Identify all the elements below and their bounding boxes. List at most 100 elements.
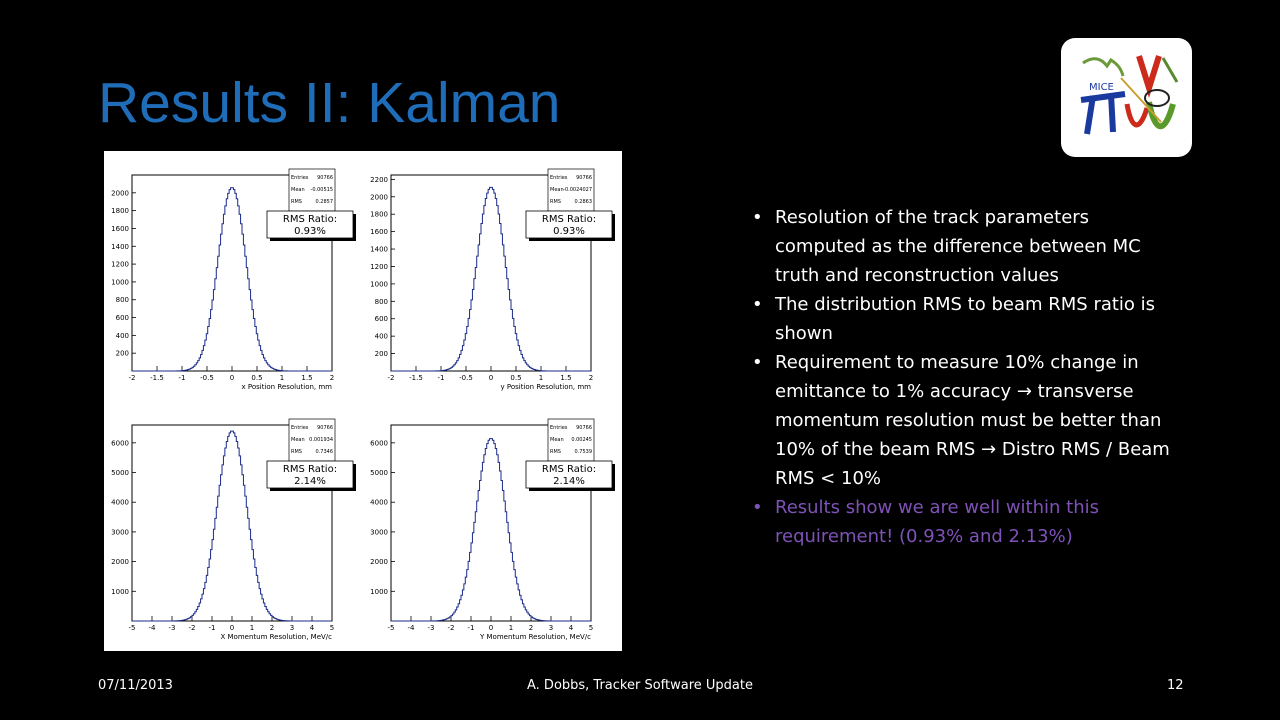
mice-logo-icon: MICE [1080,55,1179,135]
x-tick-label: -1.5 [150,374,164,382]
y-tick-label: 1200 [370,263,388,271]
y-tick-label: 2000 [370,193,388,201]
x-tick-label: -4 [149,624,157,632]
ratio-value: 0.93% [294,226,326,237]
y-tick-label: 5000 [111,469,129,477]
bullet-text: Results show we are well within this req… [775,497,1099,547]
footer-date: 07/11/2013 [98,678,173,693]
x-tick-label: -1 [468,624,475,632]
y-tick-label: 1000 [370,280,388,288]
y-tick-label: 1800 [370,211,388,219]
footer-title: A. Dobbs, Tracker Software Update [527,678,753,693]
x-tick-label: -1 [209,624,216,632]
x-tick-label: 4 [569,624,574,632]
x-axis-label: Y Momentum Resolution, MeV/c [479,633,591,641]
stats-label: Entries [550,175,568,181]
y-tick-label: 4000 [111,499,129,507]
bullet-dot-icon: • [752,207,763,228]
y-tick-label: 1000 [111,588,129,596]
bullet-item: • The distribution RMS to beam RMS ratio … [752,290,1172,348]
y-tick-label: 5000 [370,469,388,477]
x-tick-label: -2 [388,374,395,382]
x-tick-label: 4 [310,624,315,632]
x-tick-label: 0 [230,374,234,382]
stats-value: 90766 [317,425,333,431]
plot-x-momentum-svg: 1000 2000 3000 4000 5000 6000 -5 -4 -3 -2 -1 0 1 2 3 4 5… [111,418,356,641]
bullet-text: Resolution of the track parameters compu… [775,207,1141,286]
stats-value: 0.7346 [316,449,334,455]
y-tick-label: 1800 [111,207,129,215]
plot-y-momentum: 1000 2000 3000 4000 5000 6000 -5 -4 -3 -2 -1 0 1 2 3 4 5… [363,401,622,651]
x-tick-label: 2 [270,624,274,632]
y-tick-label: 1400 [111,243,129,251]
bullet-dot-icon: • [752,497,763,518]
plot-x-momentum: 1000 2000 3000 4000 5000 6000 -5 -4 -3 -2 -1 0 1 2 3 4 5… [104,401,363,651]
ratio-box [266,210,354,239]
ratio-label: RMS Ratio: [283,214,337,225]
histogram-series [132,430,332,622]
bullet-item: • Requirement to measure 10% change in em… [752,348,1172,493]
stats-label: Entries [291,425,309,431]
stats-label: Mean [550,437,564,443]
ratio-value: 2.14% [294,476,326,487]
x-axis-label: X Momentum Resolution, MeV/c [221,633,333,641]
x-tick-label: 1 [250,624,254,632]
y-tick-label: 2000 [111,558,129,566]
y-tick-label: 3000 [111,528,129,536]
ratio-box [525,210,613,239]
x-tick-label: 1 [280,374,284,382]
x-axis-label: x Position Resolution, mm [241,383,332,391]
plot-x-position: 200 400 600 800 1000 1200 1400 1600 1800 2000 -2 -1… [104,151,363,401]
stats-label: Entries [291,175,309,181]
histogram-series [391,186,591,372]
y-tick-label: 2200 [370,176,388,184]
x-tick-label: 2 [589,374,593,382]
bullet-item-highlight: • Results show we are well within this re… [752,493,1172,551]
x-tick-label: 0 [489,624,493,632]
x-tick-label: 0.5 [510,374,521,382]
bullet-item: • Resolution of the track parameters comp… [752,203,1172,290]
y-tick-label: 400 [375,333,388,341]
stats-label: Entries [550,425,568,431]
plot-x-position-svg: 200 400 600 800 1000 1200 1400 1600 1800 2000 -2 -1… [111,168,356,391]
x-tick-label: -2 [189,624,196,632]
bullet-text: Requirement to measure 10% change in emi… [775,352,1170,489]
stats-value: 90766 [576,425,592,431]
stats-value: -0.0024027 [563,187,592,193]
stats-value: 0.2863 [575,199,593,205]
stats-value: 90766 [576,175,592,181]
x-tick-label: -4 [408,624,416,632]
x-tick-label: -3 [169,624,176,632]
histogram-series [132,187,332,372]
y-tick-label: 3000 [370,528,388,536]
stats-label: RMS [550,199,561,205]
ratio-label: RMS Ratio: [542,214,596,225]
stats-value: -0.00515 [311,187,333,193]
stats-box [288,168,336,212]
x-tick-label: 1 [539,374,543,382]
y-tick-label: 600 [375,315,388,323]
x-tick-label: 5 [589,624,593,632]
x-tick-label: -1.5 [409,374,423,382]
x-tick-label: -5 [388,624,395,632]
x-tick-label: -3 [428,624,435,632]
plot-y-position: 200 400 600 800 1000 1200 1400 1600 1800 2000 2200… [363,151,622,401]
x-tick-label: -2 [448,624,455,632]
y-tick-label: 200 [375,350,388,358]
y-tick-label: 200 [116,350,129,358]
ratio-value: 2.14% [553,476,585,487]
x-tick-label: 2 [529,624,533,632]
stats-label: RMS [291,199,302,205]
stats-box [547,418,595,462]
x-tick-label: 2 [330,374,334,382]
x-tick-label: 1 [509,624,513,632]
stats-value: 90766 [317,175,333,181]
svg-text:MICE: MICE [1089,82,1114,93]
y-tick-label: 6000 [370,439,388,447]
y-tick-label: 1600 [111,225,129,233]
x-tick-label: -2 [129,374,136,382]
stats-label: RMS [550,449,561,455]
stats-label: Mean [291,437,305,443]
y-tick-label: 400 [116,332,129,340]
stats-value: 0.7539 [575,449,593,455]
